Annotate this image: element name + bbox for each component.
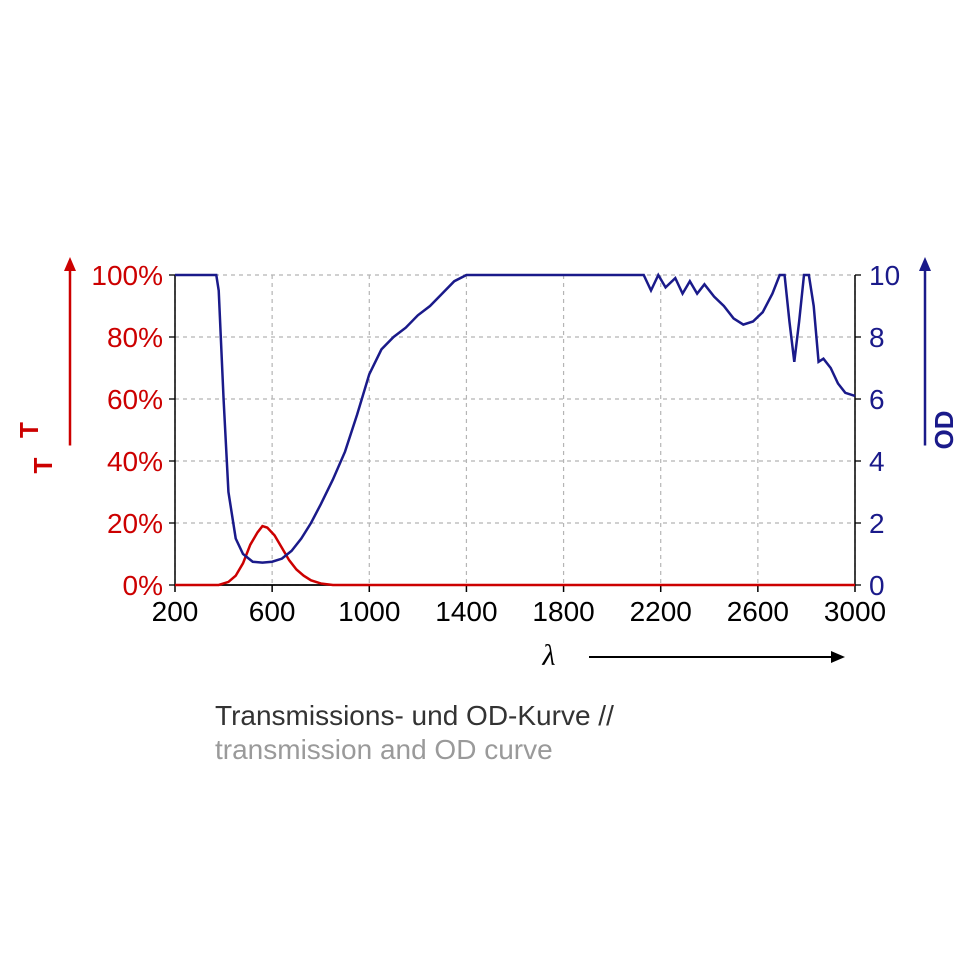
y-left-tick-label: 20%: [107, 508, 163, 539]
y-left-tick-label: 80%: [107, 322, 163, 353]
y-left-tick-label: 0%: [123, 570, 163, 601]
y-right-tick-label: 10: [869, 260, 900, 291]
chart-svg: 2006001000140018002200260030000%20%40%60…: [0, 0, 980, 980]
caption-line-1: Transmissions- und OD-Kurve //: [215, 700, 614, 731]
x-tick-label: 2600: [727, 596, 789, 627]
y-left-tick-label: 100%: [91, 260, 163, 291]
x-tick-label: 1400: [435, 596, 497, 627]
y-left-title: T: [28, 457, 58, 473]
y-right-axis-title: OD: [929, 411, 959, 450]
caption-line-2: transmission and OD curve: [215, 734, 553, 765]
x-tick-label: 1800: [532, 596, 594, 627]
y-right-tick-label: 4: [869, 446, 885, 477]
y-left-tick-label: 40%: [107, 446, 163, 477]
chart-container: 2006001000140018002200260030000%20%40%60…: [0, 0, 980, 980]
x-axis-lambda: λ: [542, 639, 556, 672]
y-left-axis-title: T: [14, 422, 44, 438]
x-tick-label: 2200: [630, 596, 692, 627]
x-tick-label: 1000: [338, 596, 400, 627]
y-right-tick-label: 6: [869, 384, 885, 415]
x-tick-label: 600: [249, 596, 296, 627]
y-right-tick-label: 8: [869, 322, 885, 353]
y-right-tick-label: 2: [869, 508, 885, 539]
y-left-tick-label: 60%: [107, 384, 163, 415]
y-right-tick-label: 0: [869, 570, 885, 601]
